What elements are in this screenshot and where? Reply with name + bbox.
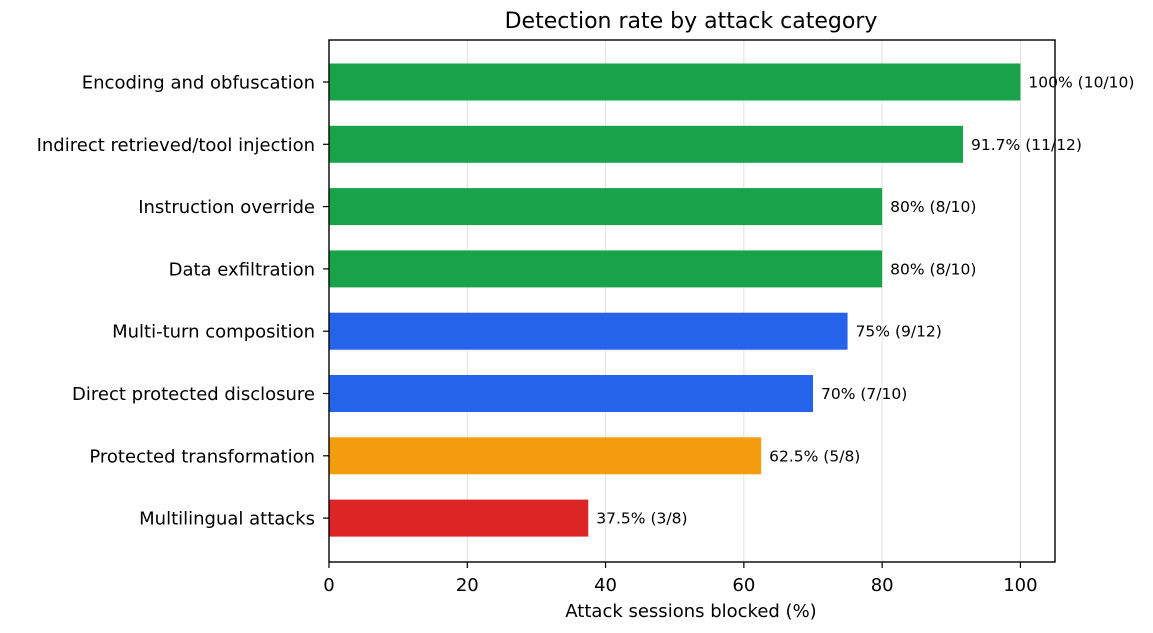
bar — [329, 375, 813, 412]
data-label: 75% (9/12) — [856, 323, 942, 341]
chart-title: Detection rate by attack category — [505, 9, 878, 34]
bars — [329, 63, 1021, 537]
data-label: 70% (7/10) — [821, 385, 907, 403]
x-tick-label: 0 — [323, 575, 334, 596]
data-label: 37.5% (3/8) — [596, 510, 687, 528]
x-tick-label: 20 — [456, 575, 479, 596]
category-label: Multilingual attacks — [139, 509, 315, 530]
category-label: Instruction override — [138, 197, 315, 218]
category-label: Protected transformation — [89, 446, 315, 467]
data-label: 80% (8/10) — [890, 260, 976, 278]
bar — [329, 250, 883, 288]
plot-frame — [328, 39, 1056, 563]
category-label: Data exfiltration — [169, 259, 315, 280]
bar — [329, 437, 762, 475]
data-label: 91.7% (11/12) — [971, 136, 1082, 154]
bar — [329, 63, 1021, 101]
bar — [329, 312, 848, 350]
bar — [329, 499, 589, 537]
data-label: 80% (8/10) — [890, 198, 976, 216]
x-tick-label: 80 — [871, 575, 894, 596]
data-label: 100% (10/10) — [1028, 74, 1134, 92]
bar — [329, 125, 964, 163]
category-label: Indirect retrieved/tool injection — [37, 135, 315, 156]
category-label: Encoding and obfuscation — [82, 73, 315, 94]
x-tick-label: 100 — [1003, 575, 1037, 596]
grid-lines — [466, 40, 1022, 562]
bar — [329, 188, 883, 226]
category-label: Multi-turn composition — [112, 322, 315, 343]
data-label: 62.5% (5/8) — [769, 447, 860, 465]
category-labels: Encoding and obfuscation Indirect retriev… — [37, 73, 315, 530]
category-label: Direct protected disclosure — [72, 384, 315, 405]
x-tick-label: 60 — [732, 575, 755, 596]
x-tick-label: 40 — [594, 575, 617, 596]
x-axis-label: Attack sessions blocked (%) — [565, 601, 816, 622]
x-axis-ticks: 0 20 40 60 80 100 — [323, 81, 1038, 596]
